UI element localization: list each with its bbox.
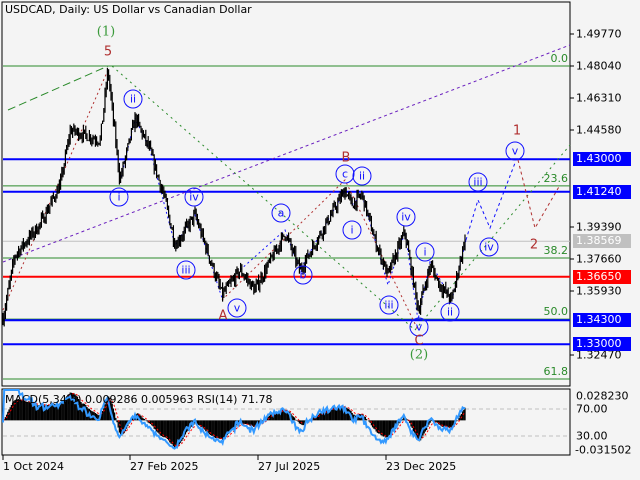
wave-label: iii: [379, 295, 399, 315]
price-bars: [2, 67, 466, 327]
price-tick: 1.44580: [576, 123, 622, 137]
wave-label: ii: [352, 166, 372, 186]
wave-label: a: [271, 203, 291, 223]
date-tick: 1 Oct 2024: [3, 460, 65, 473]
wave-label: 2: [529, 237, 539, 253]
fib-level-label: 23.6: [543, 171, 569, 185]
wave-label: b: [293, 265, 313, 285]
wave-label: v: [505, 141, 525, 161]
wave-label: ii: [440, 302, 460, 322]
wave-label: iv: [396, 207, 416, 227]
price-tick: 1.46310: [576, 91, 622, 105]
channel-line-purple: [2, 44, 571, 263]
price-tick: 1.32470: [576, 348, 622, 362]
wave-label: B: [341, 150, 351, 166]
fib-level-label: 61.8: [543, 365, 569, 379]
price-tick: 1.48040: [576, 59, 622, 73]
wave-label: i: [415, 242, 435, 262]
wave-label: 1: [512, 123, 522, 139]
forecast-line-blue: [465, 162, 516, 241]
date-tick: 23 Dec 2025: [386, 460, 457, 473]
rsi-line: [2, 389, 466, 450]
wave-label: iii: [176, 260, 196, 280]
wave-label: ii: [123, 89, 143, 109]
trend-line-green-dashed: [7, 65, 109, 111]
wave-line-blue-1: [119, 116, 223, 299]
chart-title: USDCAD, Daily: US Dollar vs Canadian Dol…: [5, 3, 252, 16]
wave-label: 5: [103, 44, 113, 60]
indicator-tick: -0.031502: [575, 443, 632, 457]
channel-line-green-down: [111, 65, 416, 331]
indicator-frame: [1, 388, 571, 456]
price-tag: 1.43000: [573, 152, 631, 167]
fib-level-label: 0.0: [550, 52, 569, 65]
wave-label: i: [342, 220, 362, 240]
wave-label: iv: [479, 237, 499, 257]
wave-label: v: [227, 298, 247, 318]
price-tag: 1.41240: [573, 184, 631, 199]
date-tick: 27 Jul 2025: [258, 460, 321, 473]
indicator-tick: 30.00: [576, 429, 608, 443]
wave-label: A: [218, 308, 228, 324]
price-tag: 1.33000: [573, 337, 631, 352]
wave-label: (1): [96, 24, 116, 40]
price-tag: 1.34300: [573, 313, 631, 328]
wave-line-red-1-5: [2, 69, 109, 311]
price-tick: 1.49770: [576, 27, 622, 41]
indicator-tick: 70.00: [576, 402, 608, 416]
forecast-line-red: [517, 159, 561, 230]
wave-label: iv: [184, 187, 204, 207]
main-chart-frame: [1, 1, 571, 387]
price-tick: 1.39390: [576, 220, 622, 234]
wave-label: iii: [468, 172, 488, 192]
indicator-title: MACD(5,34,5) 0.009286 0.005963 RSI(14) 7…: [5, 393, 273, 406]
price-tick: 1.37660: [576, 252, 622, 266]
wave-label: C: [414, 333, 424, 349]
wave-label: (2): [409, 347, 429, 363]
indicator-tick: 0.028230: [576, 389, 629, 403]
date-tick: 27 Feb 2025: [130, 460, 199, 473]
price-tag: 1.36650: [573, 269, 631, 284]
wave-label: v: [409, 317, 429, 337]
fib-level-label: 50.0: [543, 305, 569, 319]
price-tag: 1.38569: [573, 234, 631, 249]
wave-label: i: [109, 187, 129, 207]
price-tick: 1.35930: [576, 284, 622, 298]
fib-level-label: 38.2: [543, 244, 569, 258]
